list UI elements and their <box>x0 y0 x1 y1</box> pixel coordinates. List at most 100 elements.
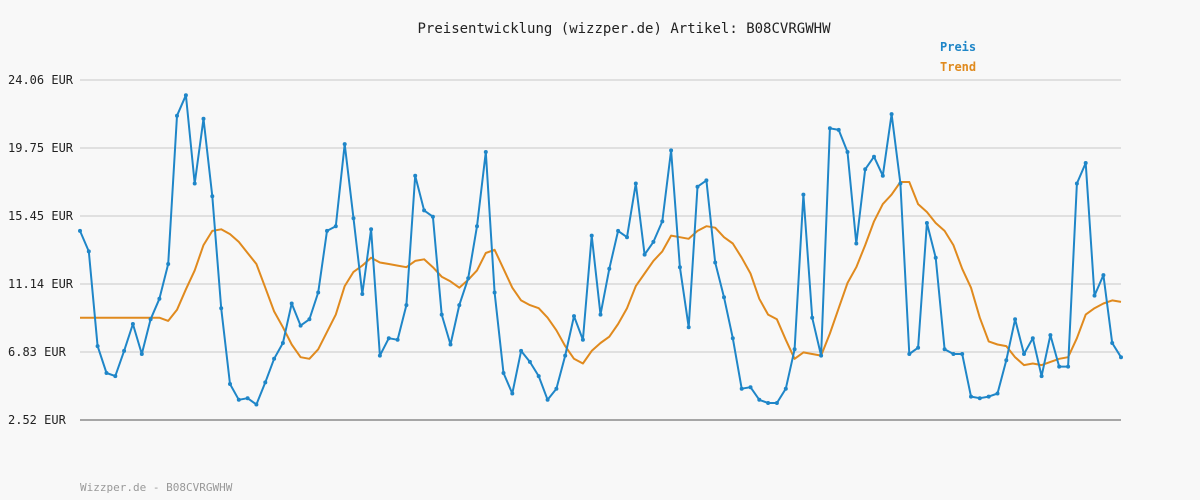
data-point-preis <box>307 317 312 322</box>
data-point-preis <box>183 93 188 98</box>
data-point-preis <box>280 341 285 345</box>
data-point-preis <box>510 391 515 396</box>
data-point-preis <box>766 401 771 405</box>
data-point-preis <box>854 241 859 246</box>
data-point-preis <box>660 219 665 224</box>
data-point-preis <box>924 221 929 225</box>
data-point-preis <box>104 371 109 375</box>
data-point-preis <box>801 192 806 197</box>
data-point-preis <box>325 228 329 233</box>
data-point-preis <box>175 113 179 118</box>
data-point-preis <box>933 255 938 260</box>
data-point-preis <box>969 394 973 399</box>
data-point-preis <box>210 194 215 199</box>
data-point-preis <box>466 276 471 281</box>
data-point-preis <box>960 352 965 356</box>
data-point-preis <box>836 127 841 132</box>
data-point-preis <box>298 323 303 328</box>
data-point-preis <box>228 382 232 386</box>
data-point-preis <box>1101 273 1106 278</box>
data-point-preis <box>492 290 497 295</box>
data-point-preis <box>819 353 824 358</box>
data-point-preis <box>554 386 559 391</box>
data-point-preis <box>1022 352 1026 356</box>
data-point-preis <box>730 336 735 341</box>
y-tick-label: 15.45 EUR <box>8 209 74 223</box>
data-point-preis <box>616 228 621 233</box>
data-point-preis <box>245 396 250 401</box>
data-point-preis <box>607 266 612 271</box>
data-point-preis <box>351 216 356 221</box>
data-point-preis <box>272 356 277 361</box>
data-point-preis <box>316 290 321 295</box>
data-point-preis <box>774 401 779 405</box>
data-point-preis <box>219 306 224 311</box>
data-point-preis <box>1110 341 1115 345</box>
data-point-preis <box>1074 181 1079 186</box>
y-tick-label: 19.75 EUR <box>8 141 74 155</box>
data-point-preis <box>430 214 435 219</box>
data-point-preis <box>757 397 762 402</box>
data-point-preis <box>148 317 153 322</box>
y-axis-ticks: 24.06 EUR 19.75 EUR 15.45 EUR 11.14 EUR 6.83… <box>8 73 74 427</box>
data-point-preis <box>448 342 453 347</box>
data-point-preis <box>1013 317 1018 322</box>
data-point-preis <box>872 154 876 159</box>
legend-trend: Trend <box>940 60 976 74</box>
data-point-preis <box>139 352 144 356</box>
series-group <box>78 93 1123 407</box>
data-point-preis <box>130 322 135 326</box>
data-point-preis <box>404 303 409 308</box>
data-point-preis <box>254 402 259 407</box>
data-point-preis <box>457 303 462 308</box>
data-point-preis <box>563 353 568 358</box>
data-point-preis <box>1092 293 1097 298</box>
data-point-preis <box>78 228 82 233</box>
data-point-preis <box>677 265 682 270</box>
data-point-preis <box>686 325 691 330</box>
data-point-preis <box>1057 364 1062 369</box>
data-point-preis <box>95 344 100 349</box>
data-point-preis <box>580 337 585 342</box>
data-point-preis <box>986 394 991 399</box>
data-point-preis <box>501 371 506 375</box>
data-point-preis <box>360 292 365 296</box>
data-point-preis <box>413 173 418 178</box>
data-point-preis <box>342 142 347 147</box>
series-line-preis <box>79 94 1122 406</box>
data-point-preis <box>695 184 700 189</box>
data-point-preis <box>792 347 797 352</box>
data-point-preis <box>157 296 162 301</box>
data-point-preis <box>1066 364 1071 369</box>
data-point-preis <box>289 301 294 306</box>
data-point-preis <box>916 345 921 350</box>
data-point-preis <box>1048 333 1053 338</box>
data-point-preis <box>483 150 488 154</box>
data-point-preis <box>722 295 726 300</box>
data-point-preis <box>519 348 524 353</box>
y-tick-label: 24.06 EUR <box>8 73 74 87</box>
data-point-preis <box>1030 336 1035 341</box>
data-point-preis <box>651 239 656 244</box>
data-point-preis <box>898 181 903 186</box>
data-point-preis <box>475 224 479 229</box>
data-point-preis <box>122 348 127 353</box>
footer-credit: Wizzper.de - B08CVRGWHW <box>80 481 233 494</box>
chart-title: Preisentwicklung (wizzper.de) Artikel: B… <box>417 21 831 37</box>
data-point-preis <box>880 173 885 178</box>
data-point-preis <box>395 337 400 342</box>
y-tick-label: 2.52 EUR <box>8 413 67 427</box>
data-point-preis <box>669 148 674 153</box>
data-point-preis <box>86 249 91 254</box>
data-point-preis <box>192 181 197 186</box>
data-point-preis <box>572 314 576 319</box>
data-point-preis <box>845 150 850 154</box>
data-point-preis <box>439 312 444 317</box>
legend-preis: Preis <box>940 40 976 54</box>
data-point-preis <box>907 352 912 356</box>
data-point-preis <box>527 359 532 364</box>
data-point-preis <box>113 374 118 379</box>
data-point-preis <box>589 233 594 238</box>
series-line-trend <box>80 181 1122 367</box>
